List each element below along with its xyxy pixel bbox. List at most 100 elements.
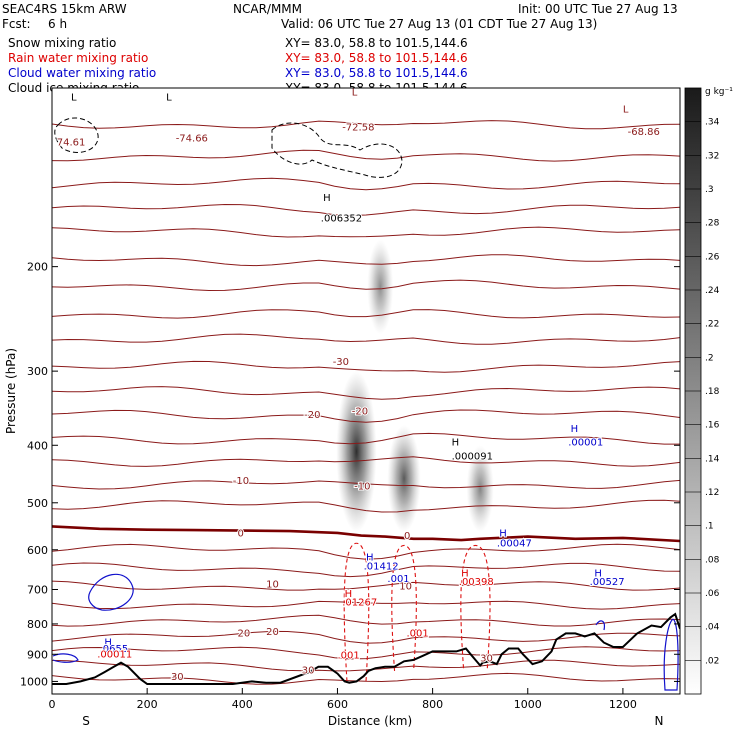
legend-entry-xy: XY= 83.0, 58.8 to 101.5,144.6 xyxy=(285,51,468,65)
isotherm-line xyxy=(52,499,680,513)
annotation-label: .00001 xyxy=(568,437,603,448)
colorbar-tick-label: .34 xyxy=(705,118,720,128)
colorbar-unit: g kg⁻¹ xyxy=(705,87,733,97)
annotation-label: H xyxy=(499,529,507,540)
colorbar-tick-label: .14 xyxy=(705,454,720,464)
annotation-label: -30 xyxy=(333,357,349,368)
annotation-label: H xyxy=(461,568,469,579)
annotation-label: H xyxy=(323,193,331,204)
colorbar-ticks: .34 .32 .3 .28 .26 .24 .22 .2 .18 .16 .14 .12 .1 .08.… xyxy=(685,118,720,666)
x-tick-label: 200 xyxy=(137,698,158,711)
y-tick-label: 1000 xyxy=(20,675,48,688)
colorbar-tick-label: .12 xyxy=(705,488,719,498)
legend-entry-name: Cloud water mixing ratio xyxy=(8,66,156,80)
annotation-label: .001 xyxy=(406,628,428,639)
temperature-contours xyxy=(52,120,680,685)
colorbar-tick-label: .2 xyxy=(705,353,714,363)
annotation-label: 10 xyxy=(266,580,279,591)
annotation-label: 30 xyxy=(480,653,493,664)
org-label: NCAR/MMM xyxy=(233,2,302,16)
annotation-label: L xyxy=(623,105,629,116)
isotherm-line xyxy=(52,203,680,217)
colorbar-tick-label: .06 xyxy=(705,589,720,599)
annotation-label: H xyxy=(104,638,112,649)
rain-contour xyxy=(343,542,370,682)
annotation-label: H xyxy=(345,589,353,600)
cloud-water-contour xyxy=(595,620,605,631)
rain-contours xyxy=(343,542,491,682)
annotation-label: 0 xyxy=(238,529,244,540)
x-tick-label: 1000 xyxy=(514,698,542,711)
isotherm-line xyxy=(52,479,680,490)
annotation-label: H xyxy=(452,437,460,448)
legend-entry-xy: XY= 83.0, 58.8 to 101.5,144.6 xyxy=(285,66,468,80)
y-tick-label: 900 xyxy=(27,648,48,661)
forecast-hours: 6 h xyxy=(48,17,67,31)
annotation-label: .000091 xyxy=(452,452,493,463)
x-tick-label: 600 xyxy=(327,698,348,711)
cloud-ice-contour xyxy=(54,117,99,153)
annotation-label: L xyxy=(352,88,358,99)
isotherm-line xyxy=(52,456,680,467)
annotation-label: .001 xyxy=(387,574,409,585)
isotherm-line xyxy=(52,149,680,162)
annotation-label: .00527 xyxy=(590,577,625,588)
isotherm-line xyxy=(52,614,680,627)
isotherm-line xyxy=(52,333,680,345)
isotherm-line xyxy=(52,659,680,672)
annotation-label: 74.61 xyxy=(57,138,86,149)
x-tick-label: 800 xyxy=(422,698,443,711)
annotation-label: .006352 xyxy=(321,214,362,225)
annotation-label: H xyxy=(571,424,579,435)
freezing-level-line xyxy=(52,525,680,543)
cloud-ice-contour xyxy=(271,122,403,178)
colorbar-tick-label: .08 xyxy=(705,555,720,565)
x-axis-label: Distance (km) xyxy=(328,714,412,728)
isotherm-line xyxy=(52,562,680,578)
colorbar: g kg⁻¹ .34 .32 .3 .28 .26 .24 .22 .2 .18 .16 .14 .1… xyxy=(684,87,733,695)
y-tick-label: 400 xyxy=(27,439,48,452)
isotherm-line xyxy=(52,360,680,373)
colorbar-tick-label: .28 xyxy=(705,219,720,229)
snow-core xyxy=(367,239,394,335)
legend-entry-name: Snow mixing ratio xyxy=(8,36,116,50)
colorbar-tick-label: .16 xyxy=(705,421,720,431)
x-tick-label: 400 xyxy=(232,698,253,711)
forecast-label: Fcst: xyxy=(2,17,31,31)
snow-core xyxy=(387,425,421,532)
y-tick-label: 200 xyxy=(27,261,48,274)
cloud-ice-contours xyxy=(54,117,403,178)
annotation-label: -10 xyxy=(233,476,249,487)
terrain-line xyxy=(52,612,680,685)
x-axis: 0 200 400 600 800 1000 1200 xyxy=(49,688,637,711)
annotation-label: -72.58 xyxy=(342,123,374,134)
cloud-water-contour xyxy=(88,573,134,611)
annotation-label: .00047 xyxy=(497,538,532,549)
annotation-label: 30 xyxy=(171,672,184,683)
isotherm-line xyxy=(52,600,680,610)
legend-entry-xy: XY= 83.0, 58.8 to 101.5,144.6 xyxy=(285,36,468,50)
y-axis-label: Pressure (hPa) xyxy=(4,348,18,434)
isotherm-line xyxy=(52,432,680,445)
init-time: Init: 00 UTC Tue 27 Aug 13 xyxy=(518,2,678,16)
south-label: S xyxy=(82,714,90,728)
annotation-label: L xyxy=(166,93,172,104)
colorbar-tick-label: .32 xyxy=(705,151,719,161)
snow-shading xyxy=(336,239,494,532)
annotation-label: H xyxy=(366,552,374,563)
snow-core xyxy=(336,371,377,532)
isotherm-line xyxy=(52,226,680,238)
annotation-label: 30 xyxy=(302,666,315,677)
rain-contour xyxy=(391,544,417,671)
y-tick-label: 700 xyxy=(27,584,48,597)
annotation-label: -74.66 xyxy=(176,133,208,144)
colorbar-tick-label: .22 xyxy=(705,320,719,330)
colorbar-tick-label: .02 xyxy=(705,656,719,666)
colorbar-tick-label: .26 xyxy=(705,252,720,262)
annotation-label: 20 xyxy=(266,627,279,638)
annotation-label: -20 xyxy=(304,410,320,421)
isotherm-line xyxy=(52,630,680,644)
isotherm-line xyxy=(52,646,680,660)
